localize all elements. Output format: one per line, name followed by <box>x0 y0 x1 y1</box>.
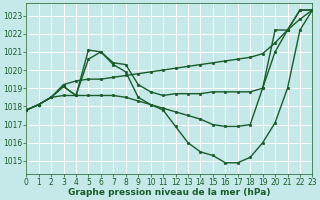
X-axis label: Graphe pression niveau de la mer (hPa): Graphe pression niveau de la mer (hPa) <box>68 188 270 197</box>
